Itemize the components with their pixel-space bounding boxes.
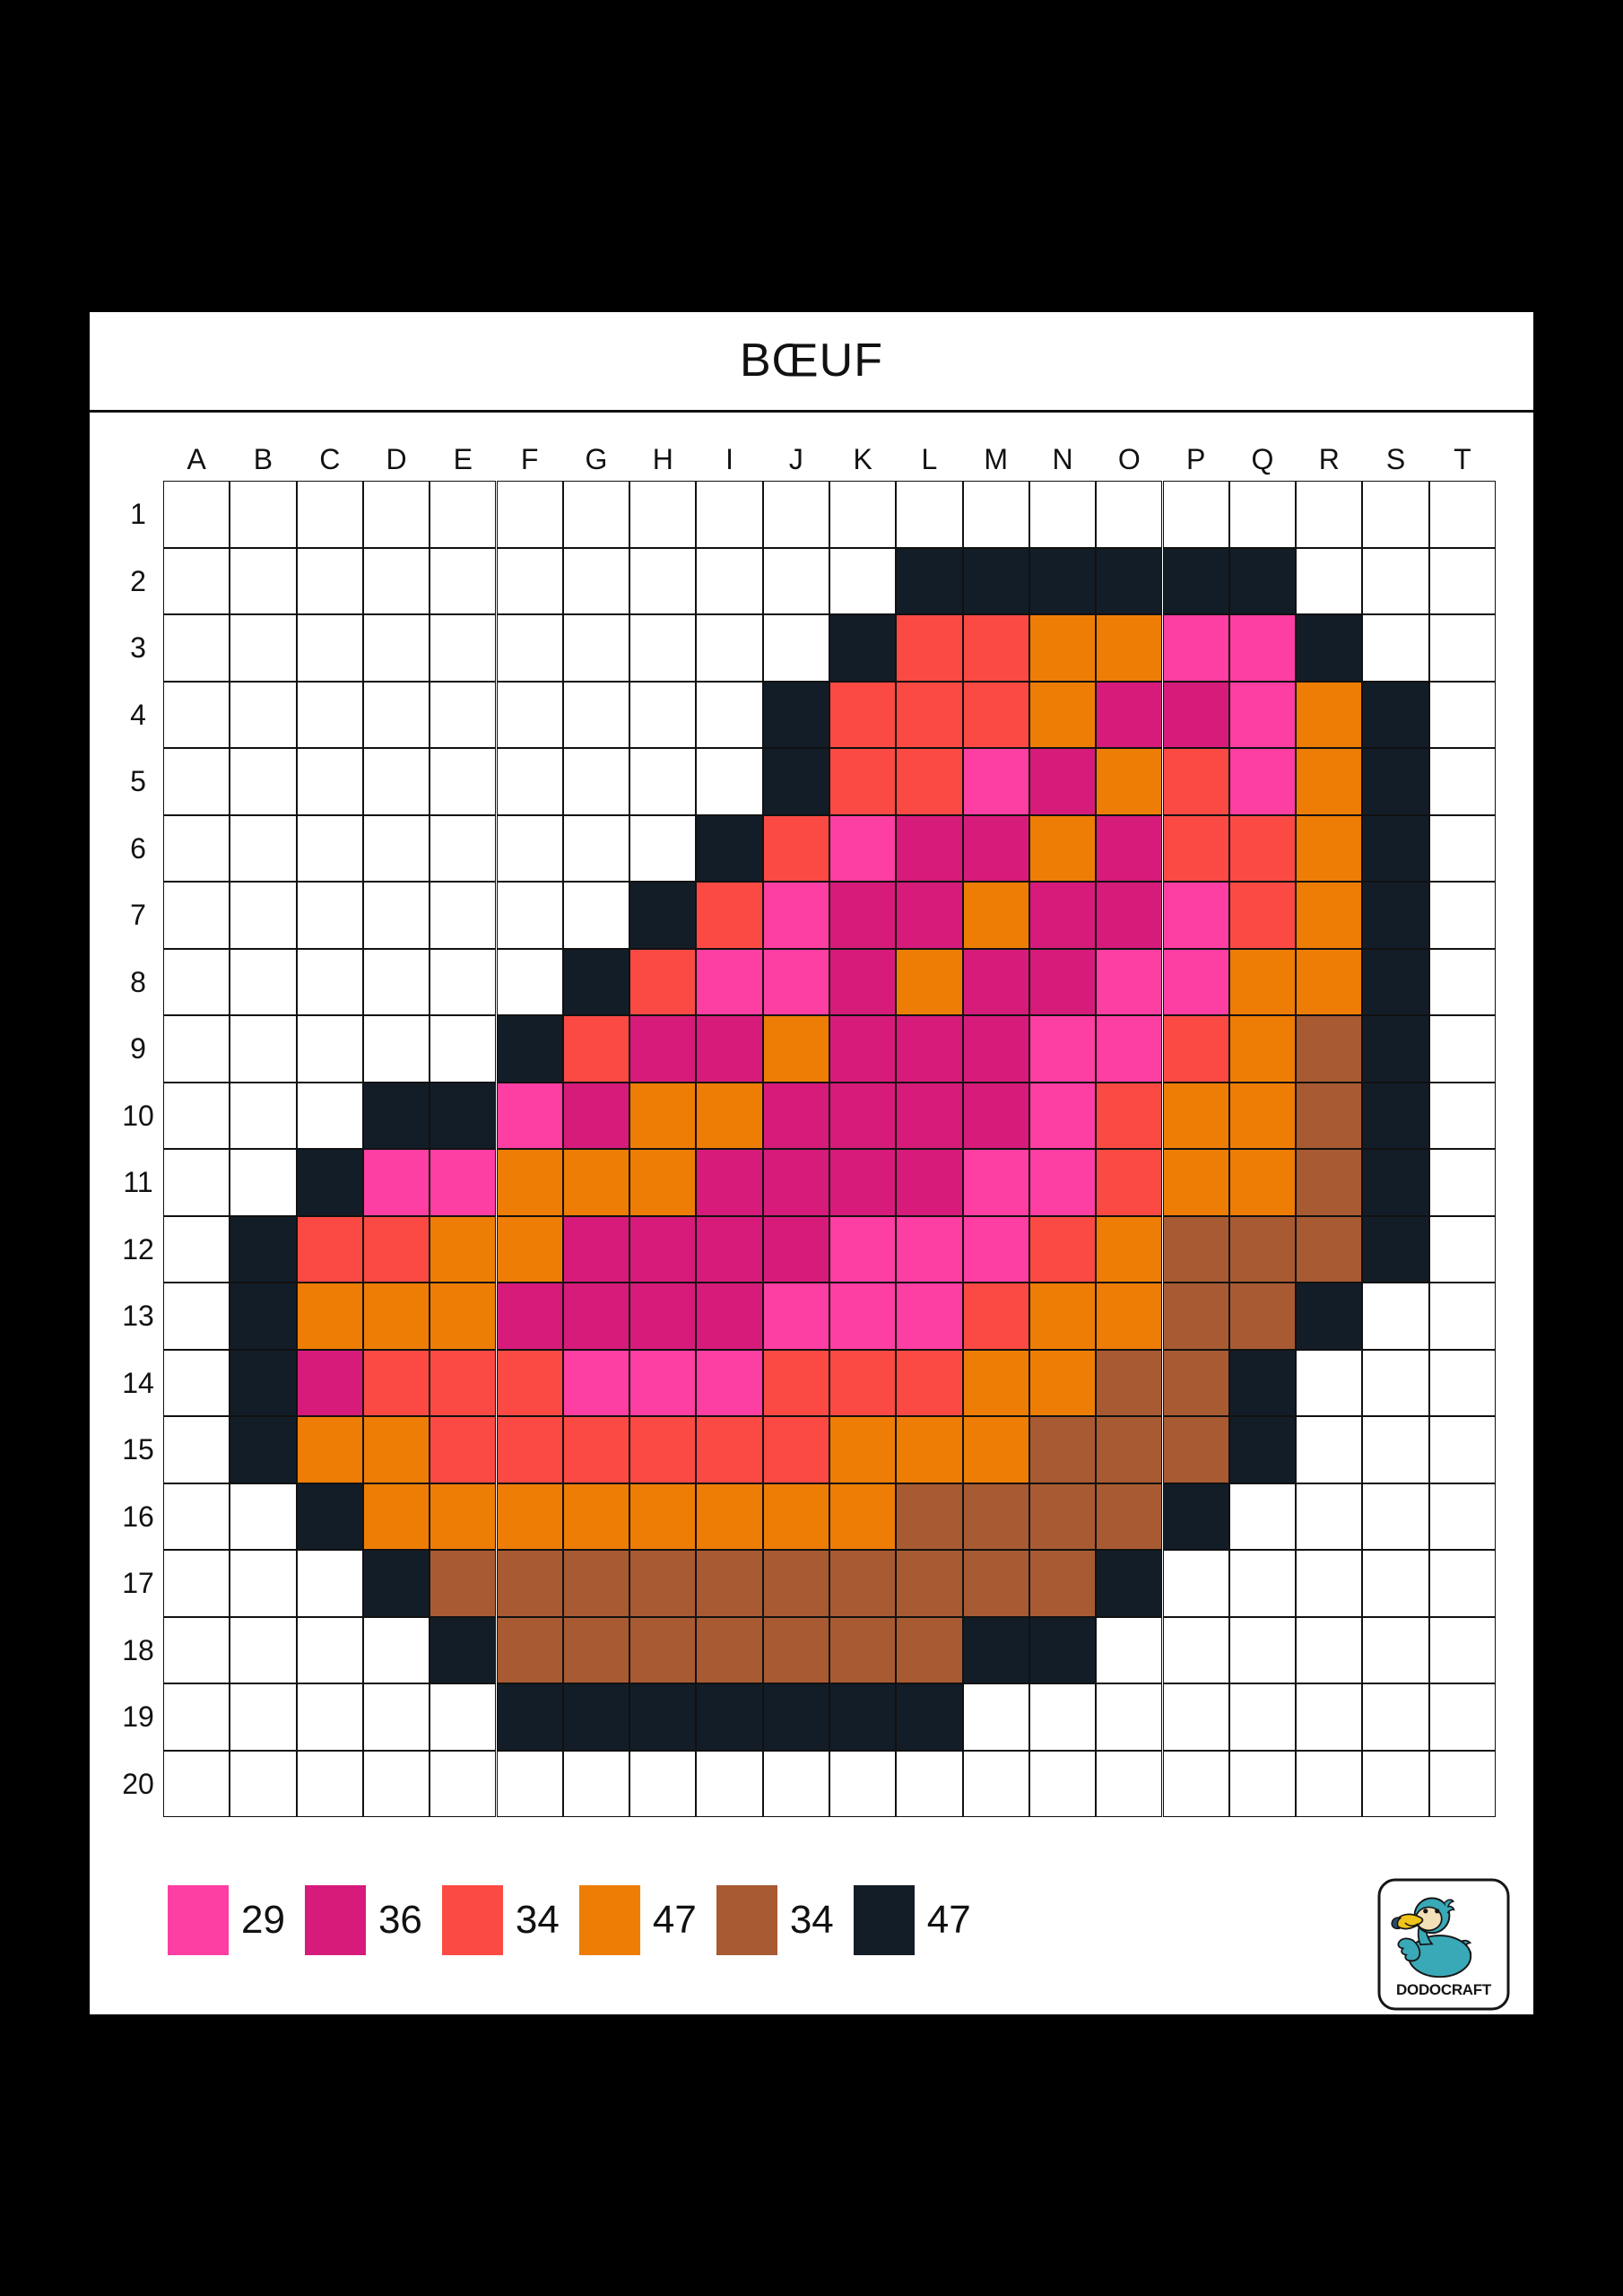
svg-text:DODOCRAFT: DODOCRAFT xyxy=(1396,1981,1492,1998)
